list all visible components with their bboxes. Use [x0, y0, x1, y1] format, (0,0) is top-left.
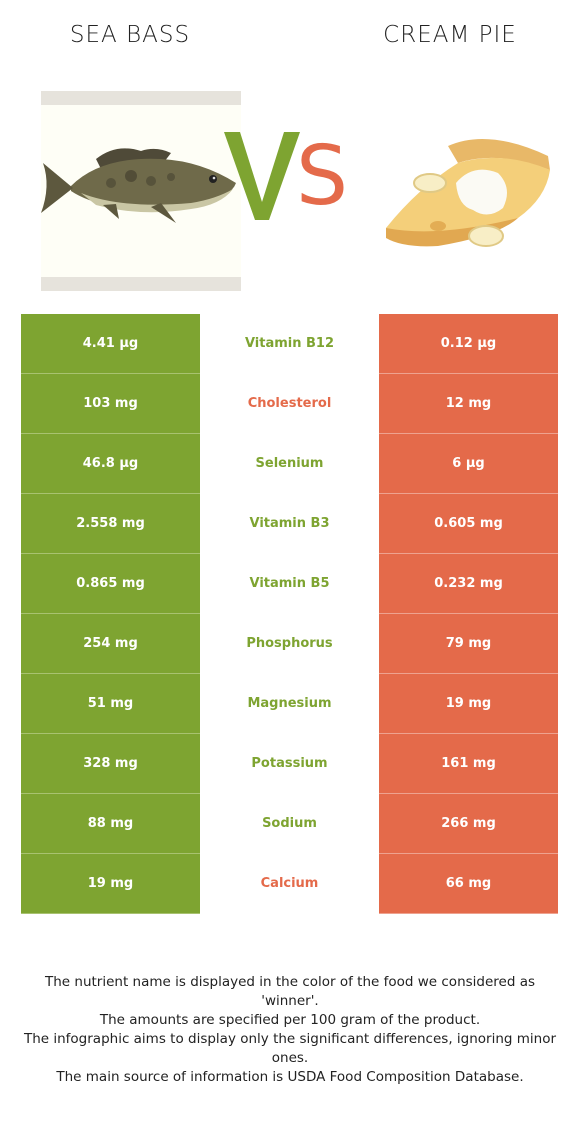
right-value: 6 µg [379, 434, 558, 494]
left-value: 51 mg [21, 674, 200, 734]
footer-line: The infographic aims to display only the… [23, 1031, 557, 1066]
nutrient-name: Phosphorus [200, 614, 379, 673]
left-food-title: SEA BASS [69, 22, 191, 48]
right-value: 0.605 mg [379, 494, 558, 554]
right-value: 79 mg [379, 614, 558, 674]
right-value: 266 mg [379, 794, 558, 854]
comparison-table: 4.41 µg Vitamin B12 0.12 µg 103 mg Chole… [21, 314, 558, 914]
footer-line: The main source of information is USDA F… [56, 1069, 524, 1085]
right-value: 66 mg [379, 854, 558, 914]
nutrient-name: Selenium [200, 434, 379, 493]
right-value: 0.232 mg [379, 554, 558, 614]
nutrient-name: Potassium [200, 734, 379, 793]
left-value: 254 mg [21, 614, 200, 674]
right-value: 12 mg [379, 374, 558, 434]
left-value: 103 mg [21, 374, 200, 434]
right-value: 0.12 µg [379, 314, 558, 374]
table-row: 0.865 mg Vitamin B5 0.232 mg [21, 554, 558, 614]
image-top-band [41, 91, 241, 105]
nutrient-name: Cholesterol [200, 374, 379, 433]
sea-bass-image [41, 91, 241, 291]
footer-notes: The nutrient name is displayed in the co… [15, 973, 565, 1087]
left-value: 4.41 µg [21, 314, 200, 374]
footer-line: The nutrient name is displayed in the co… [44, 974, 536, 1009]
right-value: 19 mg [379, 674, 558, 734]
nutrient-name: Calcium [200, 854, 379, 913]
table-row: 103 mg Cholesterol 12 mg [21, 374, 558, 434]
fish-icon [41, 148, 236, 223]
nutrient-name: Vitamin B5 [200, 554, 379, 613]
nutrient-name: Magnesium [200, 674, 379, 733]
right-value: 161 mg [379, 734, 558, 794]
table-row: 46.8 µg Selenium 6 µg [21, 434, 558, 494]
left-value: 0.865 mg [21, 554, 200, 614]
left-value: 19 mg [21, 854, 200, 914]
table-row: 328 mg Potassium 161 mg [21, 734, 558, 794]
table-row: 51 mg Magnesium 19 mg [21, 674, 558, 734]
right-food-title: CREAM PIE [383, 22, 517, 48]
table-row: 88 mg Sodium 266 mg [21, 794, 558, 854]
left-value: 328 mg [21, 734, 200, 794]
left-value: 46.8 µg [21, 434, 200, 494]
cream-pie-image [386, 138, 550, 247]
nutrient-name: Vitamin B12 [200, 314, 379, 373]
nutrient-name: Vitamin B3 [200, 494, 379, 553]
vs-s-letter: S [296, 129, 349, 224]
nutrient-name: Sodium [200, 794, 379, 853]
table-row: 2.558 mg Vitamin B3 0.605 mg [21, 494, 558, 554]
left-value: 2.558 mg [21, 494, 200, 554]
left-value: 88 mg [21, 794, 200, 854]
table-row: 254 mg Phosphorus 79 mg [21, 614, 558, 674]
image-bottom-band [41, 277, 241, 291]
footer-line: The amounts are specified per 100 gram o… [99, 1012, 481, 1028]
table-row: 19 mg Calcium 66 mg [21, 854, 558, 914]
vs-v-letter [224, 132, 300, 220]
table-row: 4.41 µg Vitamin B12 0.12 µg [21, 314, 558, 374]
